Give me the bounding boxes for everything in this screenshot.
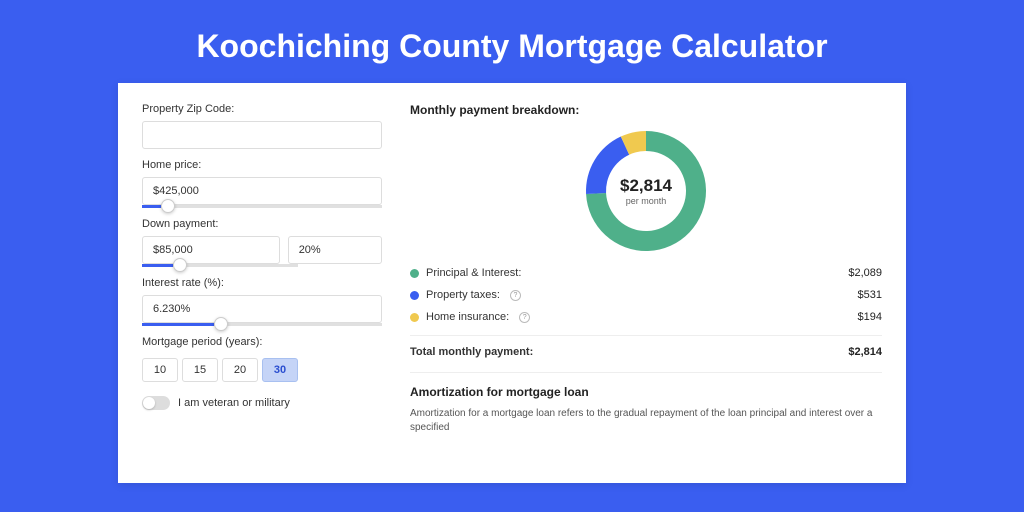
legend-dot bbox=[410, 291, 419, 300]
total-label: Total monthly payment: bbox=[410, 346, 533, 358]
rate-slider-thumb[interactable] bbox=[214, 317, 228, 331]
down-amount-input[interactable] bbox=[142, 236, 280, 264]
veteran-label: I am veteran or military bbox=[178, 397, 290, 409]
legend-value: $531 bbox=[858, 289, 882, 301]
legend-label: Principal & Interest: bbox=[426, 267, 521, 279]
down-pct-input[interactable] bbox=[288, 236, 382, 264]
down-slider[interactable] bbox=[142, 264, 298, 267]
legend: Principal & Interest: $2,089 Property taxe… bbox=[410, 267, 882, 358]
price-slider[interactable] bbox=[142, 205, 382, 208]
legend-value: $2,089 bbox=[848, 267, 882, 279]
zip-input[interactable] bbox=[142, 121, 382, 149]
price-label: Home price: bbox=[142, 159, 382, 171]
period-btn-20[interactable]: 20 bbox=[222, 358, 258, 382]
total-value: $2,814 bbox=[848, 346, 882, 358]
price-input[interactable] bbox=[142, 177, 382, 205]
legend-dot bbox=[410, 313, 419, 322]
period-btn-15[interactable]: 15 bbox=[182, 358, 218, 382]
amortization-title: Amortization for mortgage loan bbox=[410, 385, 882, 399]
amortization-section: Amortization for mortgage loan Amortizat… bbox=[410, 372, 882, 435]
rate-slider[interactable] bbox=[142, 323, 382, 326]
veteran-toggle[interactable] bbox=[142, 396, 170, 410]
legend-label: Home insurance: bbox=[426, 311, 509, 323]
rate-input[interactable] bbox=[142, 295, 382, 323]
legend-row: Property taxes:? $531 bbox=[410, 289, 882, 301]
amortization-text: Amortization for a mortgage loan refers … bbox=[410, 407, 882, 435]
down-label: Down payment: bbox=[142, 218, 382, 230]
period-group: 10152030 bbox=[142, 358, 382, 382]
breakdown-title: Monthly payment breakdown: bbox=[410, 103, 882, 117]
info-icon[interactable]: ? bbox=[519, 312, 530, 323]
legend-row: Home insurance:? $194 bbox=[410, 311, 882, 323]
period-label: Mortgage period (years): bbox=[142, 336, 382, 348]
donut-value: $2,814 bbox=[620, 176, 672, 196]
zip-label: Property Zip Code: bbox=[142, 103, 382, 115]
period-btn-30[interactable]: 30 bbox=[262, 358, 298, 382]
total-row: Total monthly payment: $2,814 bbox=[410, 335, 882, 358]
form-column: Property Zip Code: Home price: Down paym… bbox=[142, 103, 382, 463]
down-slider-thumb[interactable] bbox=[173, 258, 187, 272]
rate-label: Interest rate (%): bbox=[142, 277, 382, 289]
legend-dot bbox=[410, 269, 419, 278]
breakdown-column: Monthly payment breakdown: $2,814 per mo… bbox=[410, 103, 882, 463]
price-slider-thumb[interactable] bbox=[161, 199, 175, 213]
donut-chart: $2,814 per month bbox=[584, 129, 708, 253]
legend-row: Principal & Interest: $2,089 bbox=[410, 267, 882, 279]
donut-sublabel: per month bbox=[620, 196, 672, 206]
legend-label: Property taxes: bbox=[426, 289, 500, 301]
legend-value: $194 bbox=[858, 311, 882, 323]
page-title: Koochiching County Mortgage Calculator bbox=[196, 28, 827, 65]
period-btn-10[interactable]: 10 bbox=[142, 358, 178, 382]
info-icon[interactable]: ? bbox=[510, 290, 521, 301]
calculator-panel: Property Zip Code: Home price: Down paym… bbox=[118, 83, 906, 483]
